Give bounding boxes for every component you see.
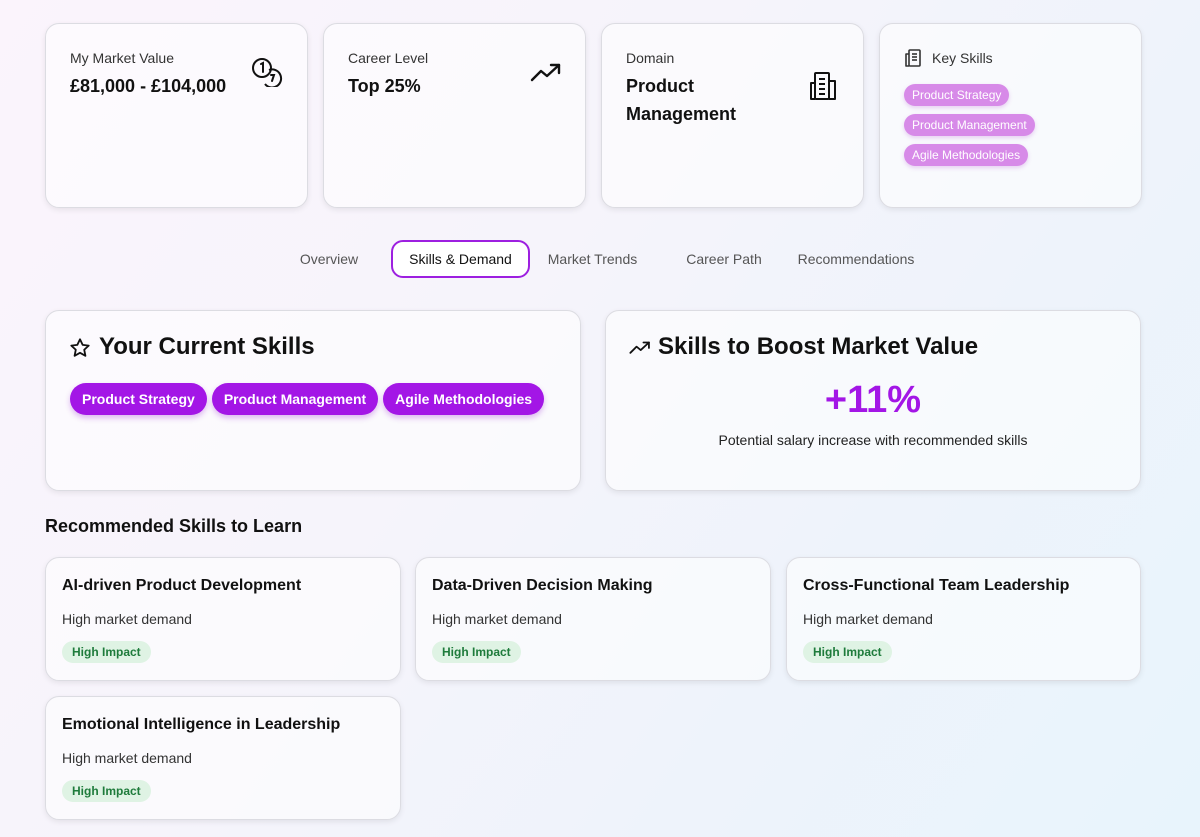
key-skills-label: Key Skills — [932, 50, 993, 66]
recommended-skill-title: Cross-Functional Team Leadership — [803, 577, 1070, 594]
skill-chip: Agile Methodologies — [383, 383, 545, 415]
trending-up-icon — [530, 62, 562, 89]
recommended-skill-card[interactable]: Data-Driven Decision Making High market … — [415, 557, 771, 681]
market-value-label: My Market Value — [70, 50, 174, 66]
recommended-title: Recommended Skills to Learn — [45, 516, 303, 536]
recommended-skill-title: Data-Driven Decision Making — [432, 577, 653, 594]
recommended-skill-card[interactable]: AI-driven Product Development High marke… — [45, 557, 401, 681]
recommended-skill-card[interactable]: Cross-Functional Team Leadership High ma… — [786, 557, 1141, 681]
tab-market-trends[interactable]: Market Trends — [547, 251, 638, 267]
tab-recommendations[interactable]: Recommendations — [797, 251, 915, 267]
star-icon — [69, 337, 91, 364]
current-skills-list: Product Strategy Product Management Agile … — [70, 383, 549, 415]
recommended-skill-desc: High market demand — [62, 750, 192, 766]
tab-skills-demand[interactable]: Skills & Demand — [391, 240, 530, 278]
recommended-skill-card[interactable]: Emotional Intelligence in Leadership Hig… — [45, 696, 401, 820]
coins-icon — [251, 57, 283, 92]
career-level-label: Career Level — [348, 50, 429, 66]
domain-value: Product Management — [626, 72, 736, 128]
boost-card: Skills to Boost Market Value +11% Potent… — [605, 310, 1141, 491]
boost-percent: +11% — [824, 379, 922, 421]
boost-description: Potential salary increase with recommend… — [718, 432, 1028, 448]
recommended-skill-desc: High market demand — [62, 611, 192, 627]
domain-value-line2: Management — [626, 104, 737, 124]
key-skill-chip: Product Strategy — [904, 84, 1010, 106]
recommended-skill-desc: High market demand — [803, 611, 933, 627]
market-value-amount: £81,000 - £104,000 — [70, 76, 227, 96]
domain-label: Domain — [626, 50, 675, 66]
impact-badge: High Impact — [62, 780, 151, 802]
impact-badge: High Impact — [803, 641, 892, 663]
building-icon — [808, 71, 838, 106]
domain-card: Domain Product Management — [601, 23, 864, 208]
tab-overview[interactable]: Overview — [299, 251, 359, 267]
current-skills-title: Your Current Skills — [99, 333, 315, 360]
skill-chip: Product Management — [211, 383, 379, 415]
recommended-skill-desc: High market demand — [432, 611, 562, 627]
boost-title: Skills to Boost Market Value — [658, 333, 979, 360]
key-skill-chip: Agile Methodologies — [904, 144, 1029, 166]
career-level-card: Career Level Top 25% — [323, 23, 586, 208]
document-icon — [904, 48, 924, 73]
impact-badge: High Impact — [62, 641, 151, 663]
key-skills-list: Product Strategy Product Management Agil… — [904, 84, 1124, 174]
recommended-skill-title: AI-driven Product Development — [62, 577, 302, 594]
tab-career-path[interactable]: Career Path — [686, 251, 762, 267]
impact-badge: High Impact — [432, 641, 521, 663]
current-skills-card: Your Current Skills Product Strategy Prod… — [45, 310, 581, 491]
career-level-value: Top 25% — [348, 76, 421, 96]
recommended-skill-title: Emotional Intelligence in Leadership — [62, 716, 341, 733]
key-skills-card: Key Skills Product Strategy Product Mana… — [879, 23, 1142, 208]
domain-value-line1: Product — [626, 76, 695, 96]
market-value-card: My Market Value £81,000 - £104,000 — [45, 23, 308, 208]
trending-up-icon — [629, 340, 651, 361]
key-skill-chip: Product Management — [904, 114, 1035, 136]
skill-chip: Product Strategy — [70, 383, 207, 415]
